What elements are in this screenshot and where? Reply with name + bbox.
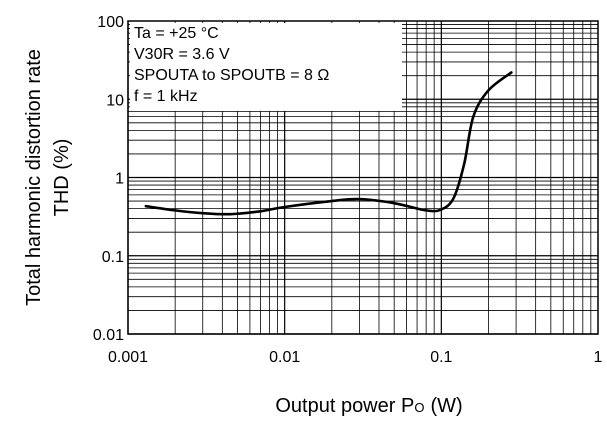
condition-line: V30R = 3.6 V	[134, 46, 230, 63]
y-tick-label: 0.1	[102, 249, 124, 266]
condition-line: SPOUTA to SPOUTB = 8 Ω	[134, 67, 329, 84]
x-axis-label-unit: (W)	[430, 395, 462, 417]
x-axis-label: Output power PO (W)	[275, 395, 462, 417]
y-axis-label-line-1: Total harmonic distortion rate	[23, 49, 45, 306]
y-axis-label-line-2: THD (%)	[51, 139, 73, 217]
y-tick-label: 0.01	[93, 327, 124, 344]
y-tick-label: 10	[106, 92, 124, 109]
x-tick-labels: 0.001 0.01 0.1 1	[108, 349, 603, 366]
y-tick-label: 100	[97, 14, 124, 31]
y-tick-labels: 0.01 0.1 1 10 100	[93, 14, 124, 344]
series-line	[144, 71, 513, 216]
series-group	[144, 71, 513, 216]
x-tick-label: 1	[594, 349, 603, 366]
condition-line: f = 1 kHz	[134, 88, 198, 105]
x-tick-label: 0.01	[269, 349, 300, 366]
conditions-box	[130, 23, 402, 111]
y-tick-label: 1	[115, 171, 124, 188]
x-tick-label: 0.1	[430, 349, 452, 366]
condition-line: Ta = +25 °C	[134, 25, 219, 42]
x-axis-label-sub: O	[414, 400, 424, 415]
x-tick-label: 0.001	[108, 349, 148, 366]
plot-frame	[127, 20, 599, 335]
conditions-legend: Ta = +25 °C V30R = 3.6 V SPOUTA to SPOUTB …	[134, 25, 329, 105]
x-axis-label-main: Output power P	[275, 395, 414, 417]
